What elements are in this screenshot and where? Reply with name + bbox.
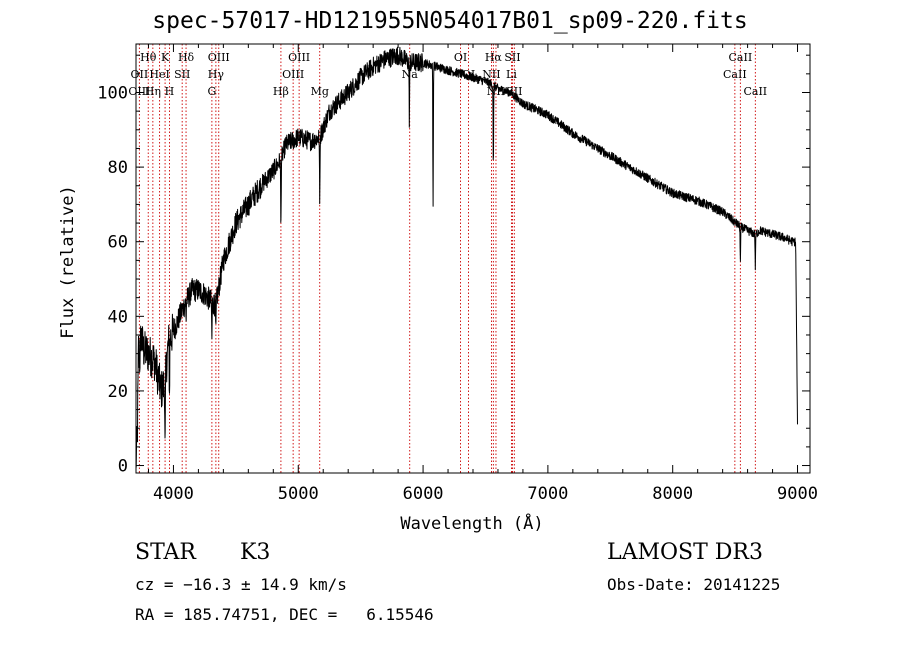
x-tick-label: 7000 xyxy=(527,484,568,504)
marker-label: Mg xyxy=(311,85,329,98)
x-tick-label: 9000 xyxy=(777,484,818,504)
survey-name: LAMOST DR3 xyxy=(607,540,763,565)
plot-frame xyxy=(135,43,811,474)
marker-label: OI xyxy=(462,68,475,81)
marker-label: OIII xyxy=(128,85,150,98)
marker-label: Hβ xyxy=(273,85,289,98)
subclass: K3 xyxy=(240,540,271,565)
marker-label: Hη xyxy=(145,85,161,98)
x-tick-label: 6000 xyxy=(403,484,444,504)
marker-label: CaII xyxy=(729,51,753,64)
marker-label: Hδ xyxy=(178,51,195,64)
marker-label: H xyxy=(165,85,175,98)
plot-axes: 4000 5000 6000 7000 8000 9000 0 20 40 60 80 100 xyxy=(97,43,818,504)
marker-label: OII xyxy=(131,68,149,81)
marker-label: Na xyxy=(402,68,419,81)
marker-label: SII xyxy=(506,85,522,98)
marker-label: NII xyxy=(487,85,505,98)
x-tick-label: 4000 xyxy=(153,484,194,504)
spectrum-series xyxy=(135,46,798,468)
y-tick-label: 100 xyxy=(97,83,128,103)
obs-date: Obs-Date: 20141225 xyxy=(607,575,781,594)
marker-label: K xyxy=(161,51,170,64)
marker-label: Hθ xyxy=(140,51,157,64)
marker-label: G xyxy=(207,85,216,98)
marker-label: Hα xyxy=(485,51,503,64)
marker-label: OIII xyxy=(288,51,310,64)
marker-label: Hγ xyxy=(208,68,225,81)
object-class: STAR xyxy=(135,540,196,565)
coordinates: RA = 185.74751, DEC = 6.15546 xyxy=(135,605,434,624)
marker-label: CaII xyxy=(743,85,767,98)
spectrum-line xyxy=(135,46,798,468)
x-tick-label: 8000 xyxy=(652,484,693,504)
marker-label: OIII xyxy=(208,51,230,64)
y-tick-label: 60 xyxy=(108,233,128,253)
marker-label: SII xyxy=(504,51,520,64)
redshift-cz: cz = −16.3 ± 14.9 km/s xyxy=(135,575,347,594)
x-axis-label: Wavelength (Å) xyxy=(400,512,543,534)
marker-label: Li xyxy=(506,68,517,81)
marker-labels: Hθ OII OIII K HeI Hη Hδ SII H OIII Hγ G Hβ OIII OIII Mg… xyxy=(128,51,767,98)
marker-label: SII xyxy=(174,68,190,81)
x-tick-label: 5000 xyxy=(278,484,319,504)
y-axis-label: Flux (relative) xyxy=(58,185,78,339)
y-tick-label: 40 xyxy=(108,307,128,327)
y-tick-label: 80 xyxy=(108,158,128,178)
chart-title: spec-57017-HD121955N054017B01_sp09-220.f… xyxy=(152,8,748,34)
marker-label: HeI xyxy=(149,68,169,81)
marker-label: NII xyxy=(482,68,500,81)
y-tick-label: 0 xyxy=(118,457,128,477)
marker-label: CaII xyxy=(723,68,747,81)
marker-label: OI xyxy=(454,51,467,64)
marker-label: OIII xyxy=(282,68,304,81)
line-markers xyxy=(138,44,756,473)
y-tick-label: 20 xyxy=(108,382,128,402)
